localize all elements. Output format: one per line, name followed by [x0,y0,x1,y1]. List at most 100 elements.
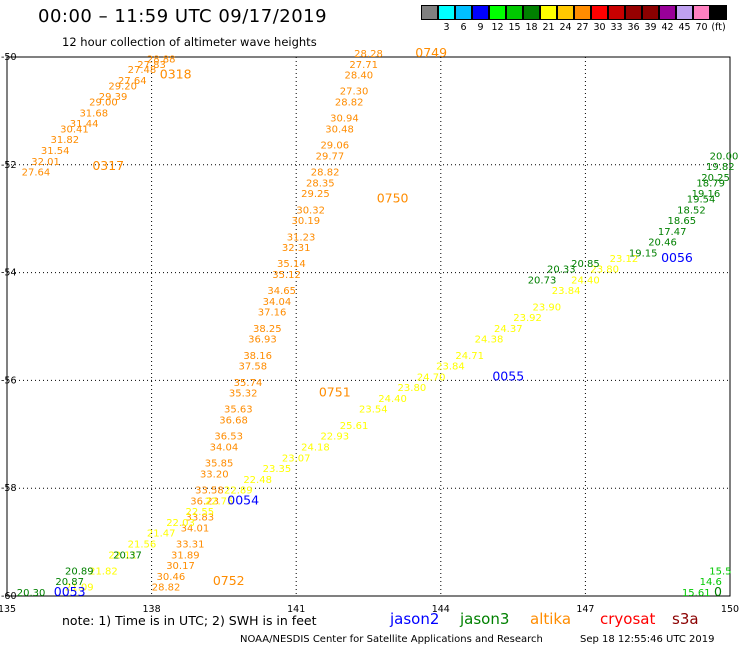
wave-height-label: 19.16 [692,189,721,200]
legend-swatch [540,5,557,20]
wave-height-label: 24.40 [378,394,407,405]
wave-height-label: 28.28 [354,49,383,60]
wave-height-label: 29.06 [320,141,349,152]
wave-height-label: 31.44 [70,119,99,130]
wave-height-label: 15.5 [709,566,731,577]
wave-height-label: 31.68 [79,108,108,119]
wave-height-label: 29.20 [108,81,137,92]
wave-height-label: 22.03 [166,518,195,529]
wave-height-label: 24.18 [301,442,330,453]
wave-height-label: 22.48 [243,475,272,486]
legend-swatch [523,5,540,20]
wave-height-label: 30.48 [325,124,354,135]
wave-height-label: 20.33 [547,265,576,276]
wave-height-label: 18.65 [667,216,696,227]
wave-height-label: 21.56 [128,539,157,550]
wave-height-label: 20.37 [113,550,142,561]
wave-height-label: 22.11 [108,550,137,561]
wave-height-label: 35.12 [272,270,301,281]
legend-swatch [676,5,693,20]
wave-height-label: 24.40 [571,275,600,286]
wave-height-label: 28.82 [335,98,364,109]
wave-height-label: 33.20 [200,469,229,480]
wave-height-label: 29.77 [316,151,345,162]
page-subtitle: 12 hour collection of altimeter wave hei… [62,35,317,49]
legend-swatch [625,5,642,20]
time-label: 0317 [92,158,124,173]
credit-line: NOAA/NESDIS Center for Satellite Applica… [240,634,543,645]
wave-height-label: 30.19 [292,216,321,227]
legend-swatch [506,5,523,20]
wave-height-label: 37.58 [238,362,267,373]
legend-swatch [642,5,659,20]
wave-height-label: 20.73 [528,275,557,286]
wave-height-label: 33.83 [185,513,214,524]
wave-height-label: 24.37 [494,324,523,335]
satellite-name-jason2: jason2 [390,610,440,628]
time-label: 0054 [227,492,259,507]
wave-height-label: 20.85 [571,259,600,270]
page-title: 00:00 – 11:59 UTC 09/17/2019 [38,6,328,27]
legend-label: 36 [627,22,640,33]
lon-tick-label: 144 [432,604,450,615]
wave-height-label: 19.82 [706,162,735,173]
wave-height-label: 35.85 [205,459,234,470]
time-label: 0749 [415,45,447,60]
wave-height-label: 22.55 [185,507,214,518]
wave-height-label: 24.38 [475,335,504,346]
time-label: 0 [714,584,722,599]
wave-height-label: 37.16 [258,308,287,319]
wave-height-label: 25.61 [340,421,369,432]
wave-height-label: 27.30 [340,87,369,98]
wave-height-label: 18.52 [677,205,706,216]
legend-swatch [557,5,574,20]
time-label: 0751 [319,385,351,400]
wave-height-label: 29.39 [99,92,128,103]
wave-height-label: 19.54 [687,195,716,206]
wave-height-label: 20.87 [55,577,84,588]
lat-tick-label: -50 [1,52,17,63]
wave-height-label: 20.25 [701,173,730,184]
wave-height-label: 20.00 [710,151,739,162]
wave-height-label: 31.89 [171,550,200,561]
wave-height-label: 34.04 [263,297,292,308]
wave-height-label: 28.88 [147,54,176,65]
wave-height-label: 27.64 [118,76,147,87]
wave-height-label: 30.94 [330,114,359,125]
wave-height-label: 35.32 [229,389,258,400]
wave-height-label: 33.58 [195,486,224,497]
wave-height-label: 15.61 [682,588,711,599]
wave-height-label: 34.04 [210,442,239,453]
legend-label: 24 [559,22,572,33]
wave-height-label: 31.82 [51,135,80,146]
generation-timestamp: Sep 18 12:55:46 UTC 2019 [580,634,715,645]
legend-swatch [608,5,625,20]
lon-tick-label: 147 [576,604,594,615]
wave-height-label: 20.46 [648,238,677,249]
lat-tick-label: -54 [1,268,17,279]
legend-swatch [710,5,727,20]
wave-height-label: 32.01 [31,157,60,168]
wave-height-label: 22.93 [320,432,349,443]
satellite-name-cryosat: cryosat [600,610,656,628]
wave-height-label: 23.54 [359,405,388,416]
wave-height-label: 27.64 [22,168,51,179]
wave-height-label: 17.47 [658,227,687,238]
wave-height-label: 20.30 [17,588,46,599]
lon-tick-label: 141 [287,604,305,615]
legend-swatch [455,5,472,20]
lat-tick-label: -60 [1,591,17,602]
legend-label: 15 [508,22,521,33]
wave-height-label: 19.15 [629,248,658,259]
wave-height-label: 38.25 [253,324,282,335]
map-frame [6,56,731,597]
legend-label: 9 [477,22,484,33]
wave-height-label: 29.00 [89,98,118,109]
wave-height-label: 33.31 [176,539,205,550]
wave-height-label: 30.41 [60,124,89,135]
legend-swatch [421,5,438,20]
wave-height-label: 18.79 [696,178,725,189]
lon-tick-label: 138 [143,604,161,615]
wave-height-label: 28.82 [311,168,340,179]
